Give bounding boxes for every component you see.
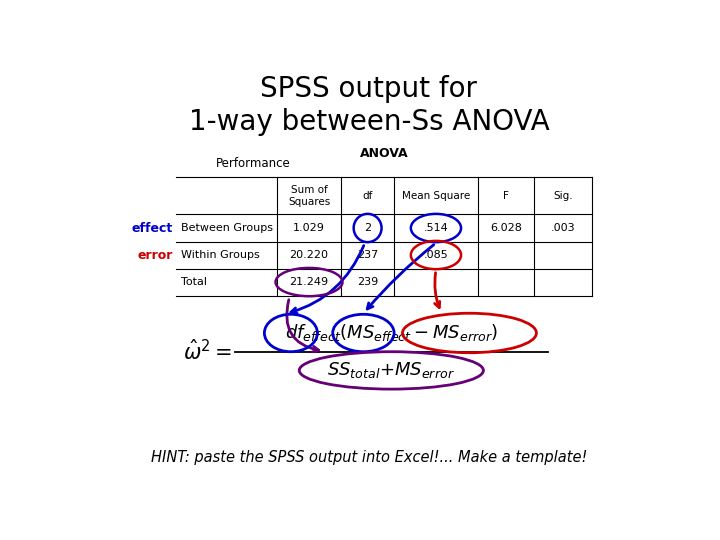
Text: 6.028: 6.028 [490, 223, 522, 233]
Text: 237: 237 [357, 250, 378, 260]
Text: .085: .085 [423, 250, 449, 260]
Text: ANOVA: ANOVA [360, 147, 408, 160]
Text: HINT: paste the SPSS output into Excel!... Make a template!: HINT: paste the SPSS output into Excel!.… [150, 450, 588, 465]
Text: effect: effect [131, 221, 173, 234]
Text: F: F [503, 191, 508, 201]
Text: $SS_{total}$$+MS_{error}$: $SS_{total}$$+MS_{error}$ [328, 360, 455, 380]
Text: 20.220: 20.220 [289, 250, 328, 260]
Text: 1.029: 1.029 [293, 223, 325, 233]
Text: Within Groups: Within Groups [181, 250, 260, 260]
Text: Performance: Performance [215, 157, 290, 170]
Text: Between Groups: Between Groups [181, 223, 273, 233]
Text: Mean Square: Mean Square [402, 191, 470, 201]
Text: $df_{effect}$$(MS_{effect}-MS_{error})$: $df_{effect}$$(MS_{effect}-MS_{error})$ [284, 322, 498, 343]
Text: .003: .003 [551, 223, 575, 233]
Text: 239: 239 [357, 277, 378, 287]
Text: Sum of
Squares: Sum of Squares [288, 185, 330, 207]
Text: Total: Total [181, 277, 207, 287]
Text: 1-way between-Ss ANOVA: 1-way between-Ss ANOVA [189, 109, 549, 137]
Text: 2: 2 [364, 223, 372, 233]
Text: df: df [362, 191, 373, 201]
Text: $\hat{\omega}^2 =$: $\hat{\omega}^2 =$ [184, 339, 233, 364]
Text: .514: .514 [423, 223, 449, 233]
Text: SPSS output for: SPSS output for [261, 75, 477, 103]
Text: Sig.: Sig. [553, 191, 572, 201]
Text: error: error [138, 248, 173, 261]
Text: 21.249: 21.249 [289, 277, 328, 287]
